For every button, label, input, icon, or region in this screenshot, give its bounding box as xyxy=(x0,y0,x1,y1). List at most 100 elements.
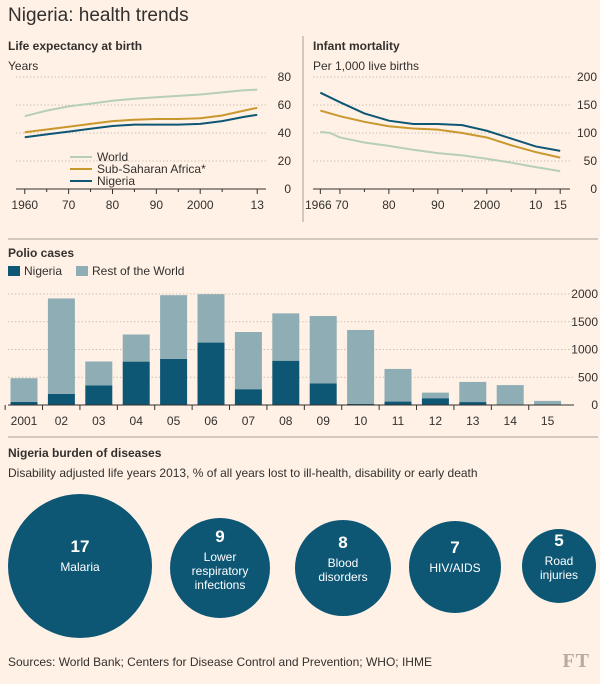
bar-nigeria xyxy=(85,385,113,405)
polio-title: Polio cases xyxy=(8,246,75,260)
life-expectancy-unit: Years xyxy=(8,59,39,73)
disease-value: 7 xyxy=(450,538,459,557)
infant-mortality-unit: Per 1,000 live births xyxy=(313,59,420,73)
source-note: Sources: World Bank; Centers for Disease… xyxy=(8,655,432,669)
y-tick-label: 40 xyxy=(278,126,292,140)
x-tick-label: 1966 xyxy=(305,198,332,212)
x-tick-label: 80 xyxy=(106,198,120,212)
ft-logo: FT xyxy=(562,650,590,672)
bar-nigeria xyxy=(347,403,375,405)
bar-nigeria xyxy=(459,402,487,405)
bar-nigeria xyxy=(10,401,38,405)
bar-nigeria xyxy=(272,360,300,405)
x-tick-label: 90 xyxy=(431,198,445,212)
bar-rest-of-the-world xyxy=(384,368,412,402)
life-expectancy-title: Life expectancy at birth xyxy=(8,39,143,53)
legend-swatch xyxy=(8,266,20,276)
disease-value: 9 xyxy=(215,527,224,546)
y-tick-label: 200 xyxy=(577,70,597,84)
disease-bubble xyxy=(409,521,501,613)
legend-label: Sub-Saharan Africa* xyxy=(97,162,206,176)
bar-rest-of-the-world xyxy=(10,378,38,402)
y-tick-label: 500 xyxy=(578,370,598,384)
y-tick-label: 50 xyxy=(584,154,598,168)
disease-bubble xyxy=(295,520,391,616)
x-tick-label: 15 xyxy=(554,198,568,212)
legend-label: Rest of the World xyxy=(92,264,184,278)
legend-label: Nigeria xyxy=(24,264,62,278)
bar-rest-of-the-world xyxy=(309,315,337,384)
y-tick-label: 150 xyxy=(577,98,597,112)
x-tick-label: 10 xyxy=(529,198,543,212)
x-tick-label: 07 xyxy=(242,414,256,428)
x-tick-label: 2000 xyxy=(187,198,214,212)
legend-swatch xyxy=(76,266,88,276)
bar-rest-of-the-world xyxy=(122,334,150,362)
bar-nigeria xyxy=(197,342,225,405)
series-line-world xyxy=(24,88,258,118)
x-tick-label: 70 xyxy=(62,198,76,212)
disease-label: Lower xyxy=(204,550,237,564)
x-tick-label: 11 xyxy=(392,414,405,428)
x-tick-label: 10 xyxy=(354,414,368,428)
bar-rest-of-the-world xyxy=(459,381,487,403)
x-tick-label: 13 xyxy=(466,414,480,428)
y-tick-label: 1500 xyxy=(571,315,598,329)
bar-rest-of-the-world xyxy=(160,295,188,359)
y-tick-label: 80 xyxy=(278,70,292,84)
series-line-nigeria xyxy=(319,91,561,152)
disease-bubble xyxy=(522,529,596,603)
infant-mortality-title: Infant mortality xyxy=(313,39,400,53)
y-tick-label: 60 xyxy=(278,98,292,112)
y-tick-label: 0 xyxy=(591,398,598,412)
disease-label: Malaria xyxy=(60,560,100,574)
page-title: Nigeria: health trends xyxy=(8,5,189,26)
disease-label: injuries xyxy=(540,568,578,582)
x-tick-label: 12 xyxy=(429,414,443,428)
disease-label: Blood xyxy=(328,556,359,570)
y-tick-label: 0 xyxy=(284,182,291,196)
series-line-sub-saharan-africa- xyxy=(24,106,258,134)
legend-label: World xyxy=(97,150,128,164)
x-tick-label: 14 xyxy=(504,414,518,428)
bar-rest-of-the-world xyxy=(421,392,449,399)
bar-rest-of-the-world xyxy=(347,329,375,404)
series-line-nigeria xyxy=(24,113,258,139)
burden-subtitle: Disability adjusted life years 2013, % o… xyxy=(8,466,478,480)
bar-nigeria xyxy=(160,358,188,405)
x-tick-label: 03 xyxy=(92,414,106,428)
series-line-world xyxy=(320,130,561,173)
bar-nigeria xyxy=(421,398,449,405)
legend-label: Nigeria xyxy=(97,174,135,188)
bar-rest-of-the-world xyxy=(47,298,75,394)
x-tick-label: 80 xyxy=(382,198,396,212)
disease-label: respiratory xyxy=(192,564,249,578)
disease-label: Road xyxy=(545,554,574,568)
disease-bubble xyxy=(8,494,152,638)
disease-label: HIV/AIDS xyxy=(429,561,480,575)
x-tick-label: 05 xyxy=(167,414,181,428)
disease-value: 5 xyxy=(554,531,563,550)
x-tick-label: 08 xyxy=(279,414,293,428)
y-tick-label: 100 xyxy=(577,126,597,140)
y-tick-label: 2000 xyxy=(571,287,598,301)
bar-rest-of-the-world xyxy=(85,361,113,386)
bar-rest-of-the-world xyxy=(496,385,524,405)
x-tick-label: 04 xyxy=(130,414,144,428)
bar-rest-of-the-world xyxy=(197,294,225,343)
x-tick-label: 13 xyxy=(251,198,265,212)
x-tick-label: 2000 xyxy=(473,198,500,212)
x-tick-label: 15 xyxy=(541,414,555,428)
disease-bubble xyxy=(170,518,270,618)
bar-nigeria xyxy=(309,383,337,405)
bar-nigeria xyxy=(122,361,150,405)
disease-label: disorders xyxy=(318,570,367,584)
bar-rest-of-the-world xyxy=(272,313,300,361)
bar-nigeria xyxy=(47,393,75,405)
x-tick-label: 2001 xyxy=(11,414,38,428)
y-tick-label: 0 xyxy=(590,182,597,196)
